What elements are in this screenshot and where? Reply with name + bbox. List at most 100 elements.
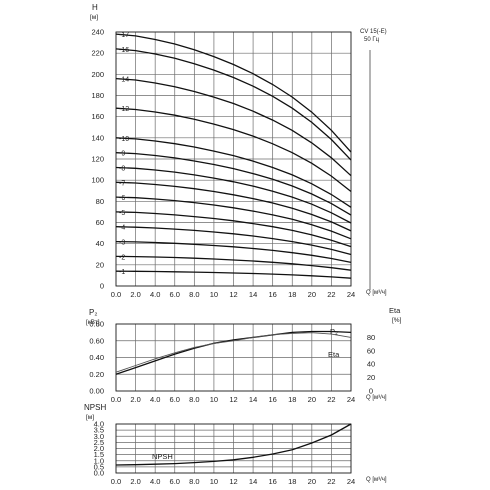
x-tick-label: 4.0 — [150, 477, 160, 486]
y-tick-label: 3.0 — [94, 432, 104, 441]
y-axis-unit: [м] — [90, 14, 98, 21]
x-tick-label: 4.0 — [150, 395, 160, 404]
curve-stage-12 — [115, 107, 352, 193]
curve-stage-9 — [115, 152, 352, 216]
curve-label: -8 — [119, 165, 125, 172]
x-tick-label: 8.0 — [189, 290, 199, 299]
curve-stage-5 — [115, 211, 352, 248]
y-tick-label: 0.00 — [89, 387, 104, 396]
curve-label: -12 — [119, 106, 129, 113]
y-tick-label: 180 — [91, 91, 104, 100]
y-tick-label: 3.5 — [94, 426, 104, 435]
x-tick-label: 24 — [347, 395, 355, 404]
x-tick-label: 16 — [268, 395, 276, 404]
curve-stage-3 — [115, 240, 352, 264]
curve-label: -10 — [119, 136, 129, 143]
curve-label: -1 — [119, 269, 125, 276]
x-tick-label: 20 — [308, 395, 316, 404]
y-tick-label: 0.80 — [89, 320, 104, 329]
y-tick-label: 220 — [91, 49, 104, 58]
x-tick-label: 6.0 — [170, 395, 180, 404]
y-tick-label: 60 — [96, 218, 104, 227]
y-tick-label: 2.0 — [94, 444, 104, 453]
x-tick-label: 4.0 — [150, 290, 160, 299]
x-tick-label: 0.0 — [111, 290, 121, 299]
y-tick-label: 40 — [96, 239, 104, 248]
curve-stage-1 — [115, 270, 352, 279]
efficiency-curve — [115, 332, 352, 373]
x-axis-label: Q [м³/ч] — [366, 395, 387, 401]
x-axis-label: Q [м³/ч] — [366, 290, 387, 296]
curve-stage-2 — [115, 255, 352, 271]
x-tick-label: 16 — [268, 290, 276, 299]
curve-label: -7 — [119, 180, 125, 187]
y-tick-label: 20 — [96, 260, 104, 269]
y-tick-label: 4.0 — [94, 420, 104, 429]
x-tick-label: 14 — [249, 290, 257, 299]
y-axis-title: P₂ — [89, 308, 97, 317]
curve-stage-17 — [115, 33, 352, 153]
npsh-curve — [115, 423, 352, 466]
x-tick-label: 22 — [327, 477, 335, 486]
y-tick-label: 0.5 — [94, 462, 104, 471]
y-axis-unit: [м] — [86, 414, 94, 421]
x-tick-label: 0.0 — [111, 395, 121, 404]
x-tick-label: 14 — [249, 477, 257, 486]
x-tick-label: 20 — [308, 477, 316, 486]
curve-label: -17 — [119, 32, 129, 39]
curve-stage-10 — [115, 137, 352, 208]
y2-axis-title: Eta — [389, 306, 401, 315]
y-tick-label: 0.40 — [89, 353, 104, 362]
x-tick-label: 22 — [327, 290, 335, 299]
x-tick-label: 10 — [210, 477, 218, 486]
x-tick-label: 6.0 — [170, 477, 180, 486]
y-tick-label: 0.20 — [89, 370, 104, 379]
efficiency-curve-label: Eta — [328, 350, 340, 359]
curve-label: -9 — [119, 151, 125, 158]
y2-axis-unit: [%] — [392, 317, 402, 324]
curve-stage-8 — [115, 166, 352, 224]
annotation-model: CV 15(-E) — [360, 29, 387, 35]
curve-stage-14 — [115, 77, 352, 177]
y2-tick-label: 80 — [367, 333, 375, 342]
npsh-curve-label: NPSH — [152, 452, 173, 461]
curve-label: -2 — [119, 254, 125, 261]
x-tick-label: 24 — [347, 290, 355, 299]
x-tick-label: 18 — [288, 395, 296, 404]
x-tick-label: 2.0 — [130, 395, 140, 404]
y-tick-label: 240 — [91, 28, 104, 37]
curve-stage-7 — [115, 181, 352, 232]
curve-label: -4 — [119, 225, 125, 232]
curve-stage-16 — [115, 48, 352, 161]
x-tick-label: 12 — [229, 395, 237, 404]
y-tick-label: 80 — [96, 197, 104, 206]
x-axis-label: Q [м³/ч] — [366, 477, 387, 483]
x-tick-label: 10 — [210, 290, 218, 299]
plot-frame — [115, 323, 352, 392]
x-tick-label: 14 — [249, 395, 257, 404]
annotation-background — [352, 20, 400, 48]
y2-tick-label: 20 — [367, 373, 375, 382]
power-curve-label: P₂ — [330, 327, 338, 336]
y-tick-label: 0.0 — [94, 469, 104, 478]
curve-label: -3 — [119, 240, 125, 247]
curve-stage-4 — [115, 226, 352, 256]
annotation-frequency: 50 Гц — [364, 37, 380, 43]
x-tick-label: 16 — [268, 477, 276, 486]
y-axis-title: NPSH — [84, 403, 106, 412]
y-tick-label: 0 — [100, 282, 104, 291]
y-tick-label: 160 — [91, 112, 104, 121]
curve-stage-6 — [115, 196, 352, 240]
x-tick-label: 6.0 — [170, 290, 180, 299]
curve-label: -5 — [119, 210, 125, 217]
x-tick-label: 12 — [229, 477, 237, 486]
y-tick-label: 100 — [91, 176, 104, 185]
power-efficiency-panel: 0.0 2.0 4.0 6.0 8.0 10 12 14 16 18 20 22 24 0.00 0.20 0… — [86, 306, 402, 404]
y-axis-unit: [кВт] — [86, 319, 100, 326]
y-tick-label: 1.0 — [94, 456, 104, 465]
plot-frame — [115, 31, 352, 287]
x-tick-label: 8.0 — [189, 477, 199, 486]
y-tick-label: 1.5 — [94, 450, 104, 459]
y-axis-title: H — [92, 3, 98, 12]
